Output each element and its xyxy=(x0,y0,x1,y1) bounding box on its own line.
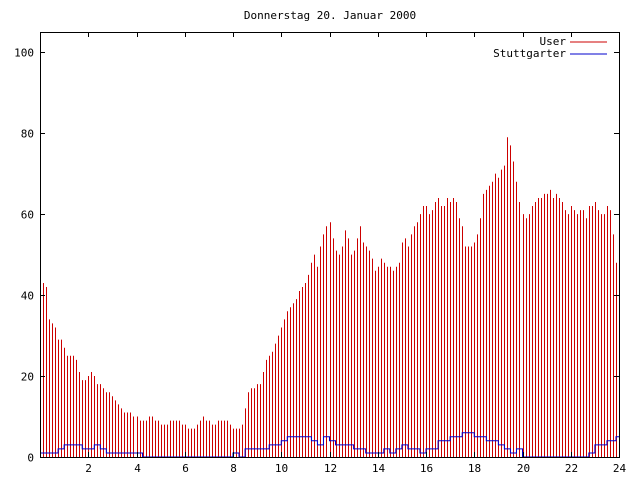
x-tick-label: 14 xyxy=(372,462,386,475)
y-tick-label: 20 xyxy=(21,371,34,384)
legend-label-stuttgarter: Stuttgarter xyxy=(493,47,566,60)
legend-label-user: User xyxy=(540,35,567,48)
y-tick-label: 40 xyxy=(21,290,34,303)
x-tick-label: 18 xyxy=(468,462,481,475)
x-tick-label: 22 xyxy=(565,462,578,475)
chart-title: Donnerstag 20. Januar 2000 xyxy=(244,9,416,22)
y-tick-label: 60 xyxy=(21,209,34,222)
x-tick-label: 24 xyxy=(613,462,627,475)
y-tick-label: 100 xyxy=(14,47,34,60)
x-tick-label: 16 xyxy=(420,462,433,475)
x-tick-label: 20 xyxy=(517,462,530,475)
user-bars xyxy=(40,137,617,457)
x-tick-label: 10 xyxy=(275,462,288,475)
x-tick-label: 8 xyxy=(230,462,237,475)
x-tick-label: 2 xyxy=(85,462,92,475)
x-tick-label: 4 xyxy=(134,462,141,475)
legend: User Stuttgarter xyxy=(493,35,607,60)
y-tick-label: 80 xyxy=(21,128,34,141)
x-tick-label: 6 xyxy=(182,462,189,475)
y-tick-label: 0 xyxy=(27,452,34,465)
x-tick-label: 12 xyxy=(324,462,337,475)
